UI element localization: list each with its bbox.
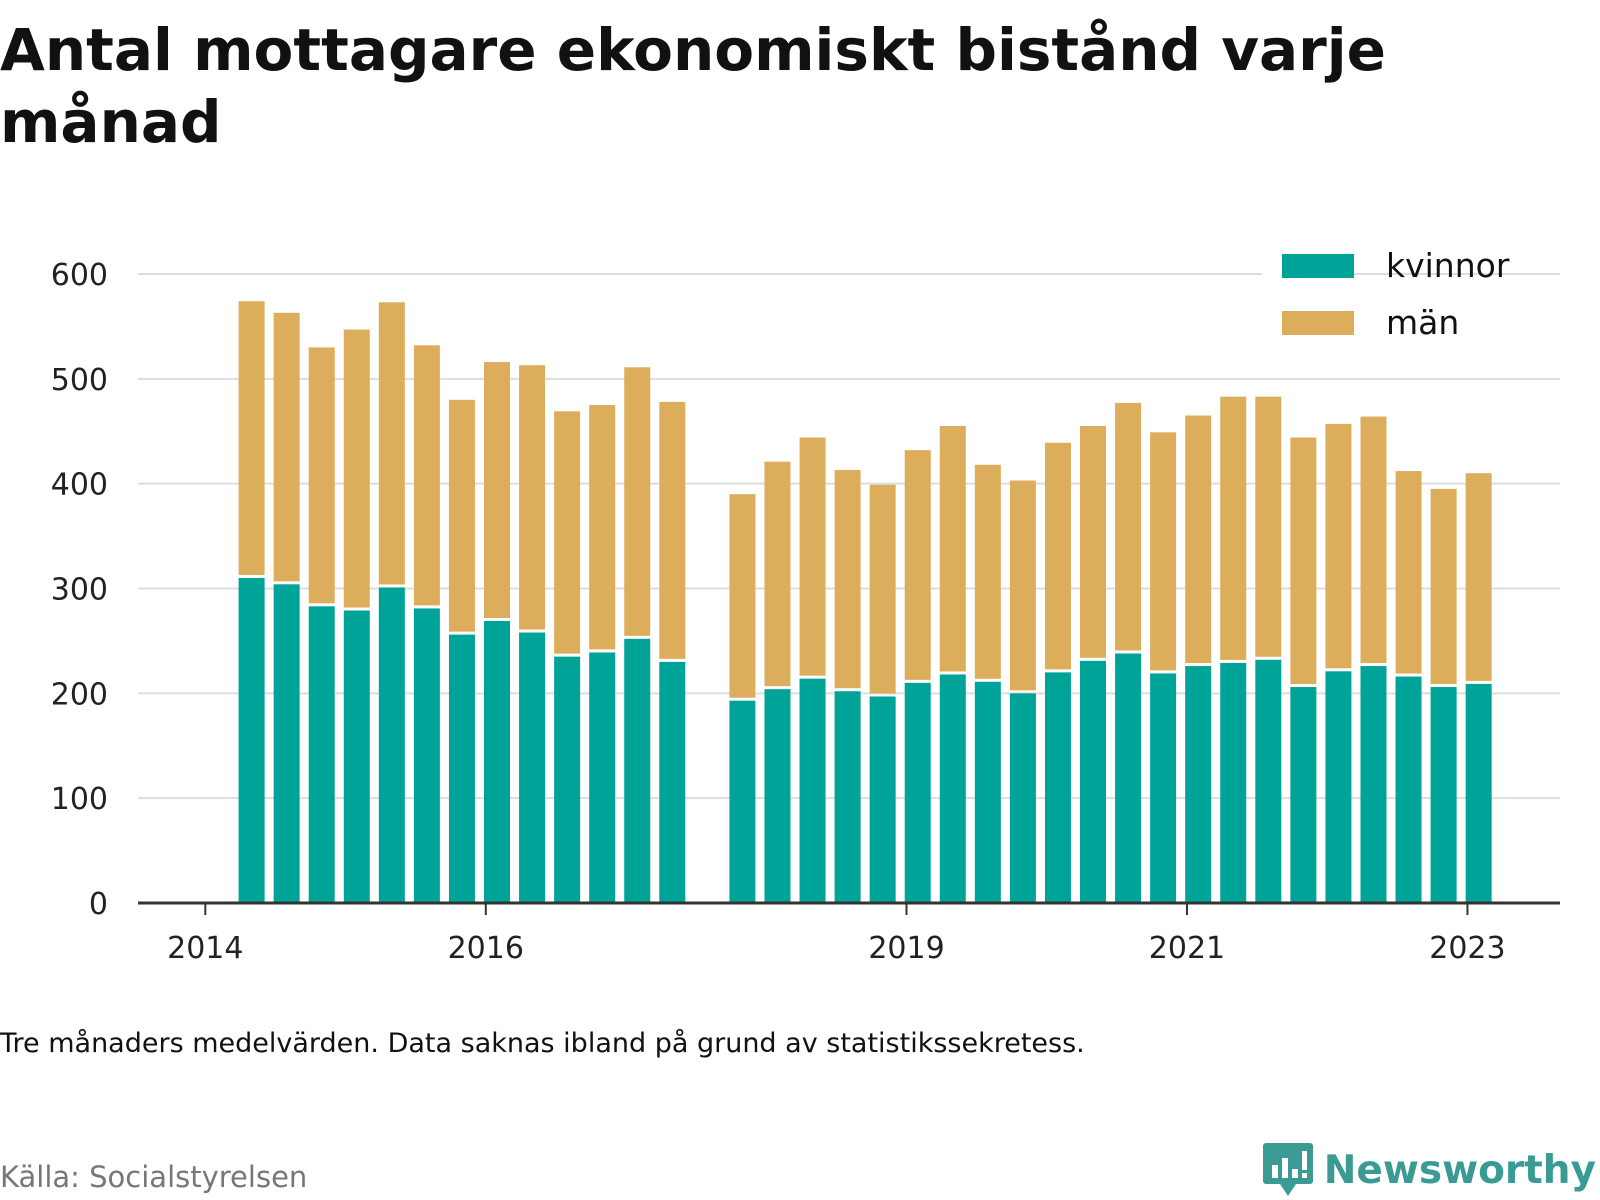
bar-man bbox=[1044, 442, 1071, 670]
y-tick-label: 400 bbox=[51, 468, 108, 503]
bar-man bbox=[1290, 437, 1317, 685]
bar-man bbox=[1325, 423, 1352, 669]
bar-kvinnor bbox=[729, 700, 756, 903]
bar-man bbox=[939, 426, 966, 672]
bar-kvinnor bbox=[1150, 673, 1177, 903]
chart-title: Antal mottagare ekonomiskt bistånd varje… bbox=[0, 16, 1386, 156]
bar-kvinnor bbox=[1465, 683, 1492, 903]
bar-man bbox=[659, 401, 686, 659]
x-tick-label: 2016 bbox=[448, 931, 524, 966]
x-tick-label: 2021 bbox=[1149, 931, 1225, 966]
bar-man bbox=[413, 345, 440, 606]
y-tick-label: 600 bbox=[51, 258, 108, 293]
bar-kvinnor bbox=[484, 620, 511, 903]
bar-kvinnor bbox=[799, 678, 826, 903]
chart-note: Tre månaders medelvärden. Data saknas ib… bbox=[0, 1028, 1085, 1059]
x-tick-label: 2023 bbox=[1429, 931, 1505, 966]
bar-man bbox=[484, 362, 511, 618]
bar-kvinnor bbox=[939, 674, 966, 903]
bar-kvinnor bbox=[448, 634, 475, 903]
bar-kvinnor bbox=[238, 578, 265, 903]
legend-swatch-kvinnor bbox=[1282, 254, 1354, 278]
bar-kvinnor bbox=[974, 681, 1001, 903]
bar-man bbox=[1220, 396, 1247, 660]
logo-text: Newsworthy bbox=[1323, 1147, 1596, 1193]
bar-kvinnor bbox=[273, 584, 300, 903]
bar-kvinnor bbox=[378, 587, 405, 903]
bar-man bbox=[1465, 473, 1492, 681]
x-tick-label: 2014 bbox=[167, 931, 243, 966]
bar-kvinnor bbox=[869, 696, 896, 903]
bar-kvinnor bbox=[834, 691, 861, 903]
bar-kvinnor bbox=[659, 661, 686, 903]
bar-man bbox=[834, 470, 861, 689]
bar-kvinnor bbox=[1290, 687, 1317, 903]
bar-kvinnor bbox=[413, 608, 440, 903]
bar-man bbox=[1395, 471, 1422, 674]
bar-man bbox=[1115, 402, 1142, 651]
source-text: Källa: Socialstyrelsen bbox=[0, 1160, 308, 1194]
bar-kvinnor bbox=[1080, 660, 1107, 903]
bar-man bbox=[589, 405, 616, 650]
stacked-bar-chart: 0 100 200 300 400 500 600 2014 2016 2019 2021 2023 k… bbox=[50, 246, 1560, 966]
legend-label-kvinnor: kvinnor bbox=[1386, 246, 1510, 285]
bar-man bbox=[448, 399, 475, 632]
bar-kvinnor bbox=[1044, 672, 1071, 903]
bar-kvinnor bbox=[1115, 653, 1142, 903]
bar-man bbox=[1009, 480, 1036, 691]
bar-man bbox=[273, 312, 300, 582]
y-tick-label: 500 bbox=[51, 363, 108, 398]
legend-label-man: män bbox=[1386, 303, 1459, 342]
bar-man bbox=[1150, 432, 1177, 671]
bar-man bbox=[624, 367, 651, 636]
bar-man bbox=[729, 494, 756, 698]
bar-man bbox=[1255, 396, 1282, 657]
bar-kvinnor bbox=[1220, 662, 1247, 903]
y-tick-label: 100 bbox=[51, 782, 108, 817]
bar-man bbox=[238, 301, 265, 576]
bar-man bbox=[869, 484, 896, 694]
bar-kvinnor bbox=[764, 689, 791, 903]
bar-kvinnor bbox=[1360, 666, 1387, 903]
bar-man bbox=[974, 464, 1001, 679]
bar-man bbox=[904, 450, 931, 680]
bar-kvinnor bbox=[1325, 671, 1352, 903]
bar-kvinnor bbox=[519, 632, 546, 903]
bar-man bbox=[799, 437, 826, 676]
bar-man bbox=[764, 461, 791, 687]
bar-kvinnor bbox=[624, 638, 651, 903]
bar-man bbox=[519, 365, 546, 630]
y-tick-label: 300 bbox=[51, 573, 108, 608]
bar-kvinnor bbox=[554, 656, 581, 903]
bar-kvinnor bbox=[589, 652, 616, 903]
bar-man bbox=[1185, 415, 1212, 664]
newsworthy-logo: Newsworthy bbox=[1262, 1141, 1596, 1199]
bar-kvinnor bbox=[1430, 687, 1457, 903]
bar-kvinnor bbox=[1255, 659, 1282, 903]
bar-kvinnor bbox=[1185, 666, 1212, 903]
y-tick-label: 0 bbox=[89, 887, 108, 922]
bar-kvinnor bbox=[343, 610, 370, 903]
bar-kvinnor bbox=[1395, 676, 1422, 903]
legend-swatch-man bbox=[1282, 311, 1354, 335]
bar-man bbox=[343, 329, 370, 608]
bar-man bbox=[1080, 426, 1107, 658]
bar-kvinnor bbox=[308, 606, 335, 903]
bar-man bbox=[1430, 488, 1457, 685]
bar-kvinnor bbox=[1009, 693, 1036, 903]
y-tick-label: 200 bbox=[51, 677, 108, 712]
bar-chart-speech-bubble-icon bbox=[1262, 1143, 1313, 1196]
bar-man bbox=[308, 347, 335, 604]
bar-man bbox=[378, 302, 405, 585]
bar-man bbox=[1360, 416, 1387, 664]
x-tick-label: 2019 bbox=[868, 931, 944, 966]
bar-man bbox=[554, 411, 581, 654]
bar-kvinnor bbox=[904, 682, 931, 903]
